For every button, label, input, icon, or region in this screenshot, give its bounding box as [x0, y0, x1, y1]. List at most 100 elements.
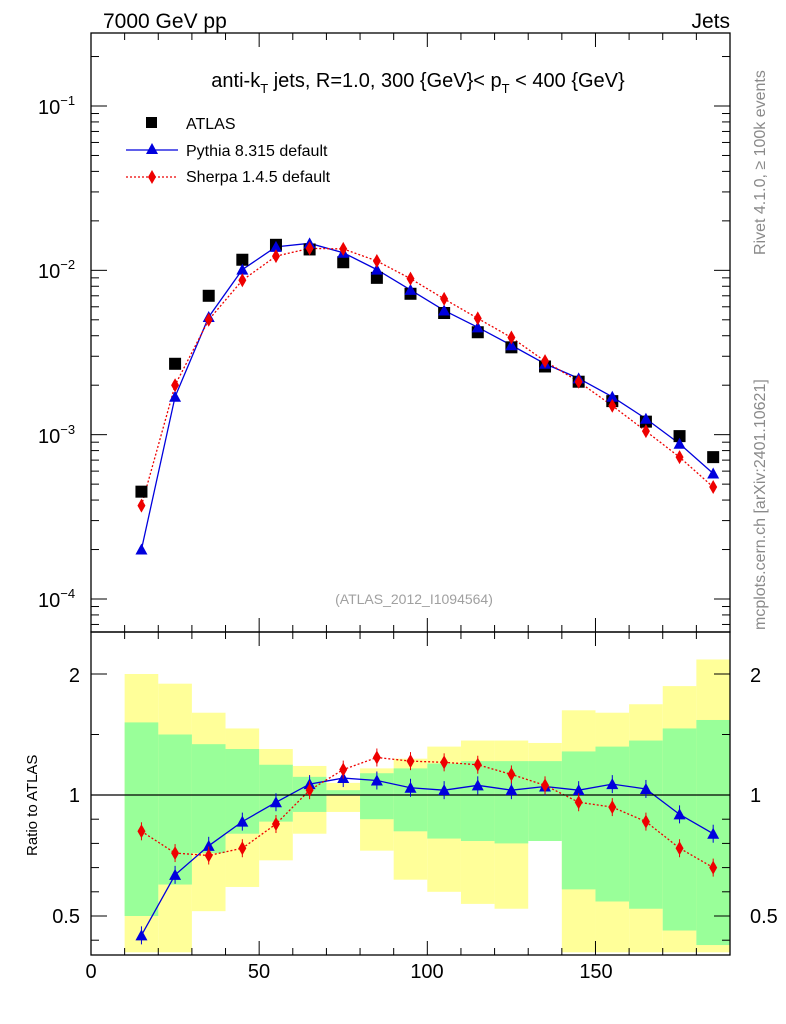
mcplots-label: mcplots.cern.ch [arXiv:2401.10621] — [752, 379, 769, 630]
band-green-bin — [561, 751, 596, 890]
ratio-point-diamond — [305, 783, 314, 798]
ratio-point-diamond — [541, 778, 550, 793]
main-y-tick-labels: 10−1 10−2 10−3 10−4 — [38, 93, 75, 612]
main-point-diamond — [541, 354, 550, 369]
ytick-label-1e-2-base: 10 — [38, 261, 60, 283]
main-point-triangle — [471, 321, 484, 333]
main-point-diamond — [440, 291, 449, 306]
main-point-triangle — [673, 437, 686, 449]
main-point-triangle — [404, 283, 417, 295]
main-point-diamond — [339, 241, 348, 256]
main-point-diamond — [574, 374, 583, 389]
legend: ATLAS Pythia 8.315 default Sherpa 1.4.5 … — [126, 116, 331, 186]
plot-title-post: < 400 {GeV} — [510, 70, 625, 92]
ratio-point-diamond — [372, 750, 381, 765]
main-point-triangle — [707, 467, 720, 479]
legend-atlas-label: ATLAS — [186, 116, 236, 133]
ratio-y-axis-label: Ratio to ATLAS — [24, 755, 41, 856]
main-point-diamond — [641, 424, 650, 439]
ratio-ytick-label-2: 2 — [69, 665, 80, 687]
main-point-triangle — [438, 304, 451, 316]
ytick-label-1e-2-exp: −2 — [60, 257, 75, 272]
ratio-point-triangle — [606, 778, 619, 790]
main-point-triangle — [169, 390, 182, 402]
ratio-ytick-label-0.5: 0.5 — [52, 906, 80, 928]
ratio-ytick-label-right-2: 2 — [750, 665, 761, 687]
ratio-point-diamond — [406, 754, 415, 769]
main-line-diamond — [140, 247, 714, 506]
main-point-square — [236, 253, 249, 266]
ratio-point-diamond — [440, 755, 449, 770]
main-point-diamond — [675, 450, 684, 465]
ratio-point-diamond — [641, 814, 650, 829]
band-green-bin — [326, 790, 361, 795]
band-yellow-bin — [326, 782, 361, 812]
ratio-point-triangle — [438, 784, 451, 796]
ratio-point-diamond — [171, 846, 180, 861]
xtick-label-0: 0 — [85, 961, 96, 983]
ytick-label-1e-1-base: 10 — [38, 97, 60, 119]
xtick-label-50: 50 — [248, 961, 270, 983]
ratio-point-triangle — [707, 827, 720, 839]
plot-title-pre: anti-k — [211, 70, 261, 92]
main-point-diamond — [372, 253, 381, 268]
band-green-bin — [528, 761, 562, 841]
ratio-point-triangle — [639, 782, 652, 794]
xtick-label-150: 150 — [579, 961, 612, 983]
ratio-uncertainty-bands — [124, 659, 730, 953]
main-point-triangle — [236, 263, 249, 275]
plot-title: anti-kT jets, R=1.0, 300 {GeV}< pT < 400… — [211, 70, 625, 96]
ratio-line-diamond — [141, 756, 714, 869]
main-point-diamond — [238, 273, 247, 288]
plot-title-sub1: T — [260, 81, 268, 96]
xtick-label-100: 100 — [410, 961, 443, 983]
ratio-point-diamond — [574, 795, 583, 810]
ratio-point-triangle — [404, 781, 417, 793]
ratio-point-triangle — [572, 784, 585, 796]
main-point-triangle — [505, 339, 518, 351]
main-series-lines — [140, 242, 714, 550]
main-point-diamond — [507, 330, 516, 345]
ratio-point-triangle — [202, 839, 215, 851]
ratio-point-triangle — [135, 929, 148, 941]
ytick-label-1e-4-base: 10 — [38, 590, 60, 612]
ratio-point-triangle — [471, 779, 484, 791]
ratio-series-lines — [140, 756, 714, 936]
ytick-label-1e-4-exp: −4 — [60, 586, 75, 601]
main-point-square — [673, 430, 686, 443]
main-point-diamond — [305, 241, 314, 256]
legend-pythia-marker — [146, 143, 158, 154]
ratio-point-diamond — [608, 800, 617, 815]
main-point-square — [707, 451, 720, 464]
ratio-point-triangle — [236, 815, 249, 827]
ratio-ytick-label-1: 1 — [69, 785, 80, 807]
main-point-diamond — [204, 312, 213, 327]
ratio-point-diamond — [204, 848, 213, 863]
main-point-square — [370, 271, 383, 284]
legend-sherpa-marker — [148, 170, 156, 184]
analysis-watermark: (ATLAS_2012_I1094564) — [335, 591, 493, 607]
ytick-label-1e-1: 10−1 — [38, 93, 75, 119]
main-point-diamond — [473, 311, 482, 326]
data-markers — [135, 237, 720, 945]
ratio-point-diamond — [473, 757, 482, 772]
band-green-bin — [460, 761, 495, 841]
ratio-point-triangle — [269, 796, 282, 808]
band-green-bin — [662, 728, 697, 931]
ratio-point-triangle — [370, 774, 383, 786]
ratio-point-triangle — [169, 868, 182, 880]
legend-atlas-marker — [146, 117, 157, 128]
ratio-plot-frame — [90, 631, 731, 956]
ytick-label-1e-1-exp: −1 — [60, 93, 75, 108]
band-green-bin — [595, 746, 630, 902]
ratio-point-diamond — [271, 817, 280, 832]
main-point-diamond — [709, 480, 718, 495]
main-point-diamond — [271, 249, 280, 264]
ratio-point-diamond — [339, 762, 348, 777]
main-point-diamond — [137, 498, 146, 513]
main-point-triangle — [135, 543, 148, 555]
plot-title-mid: jets, R=1.0, 300 {GeV}< p — [268, 70, 502, 92]
ytick-label-1e-3: 10−3 — [38, 422, 75, 448]
plot-title-sub2: T — [502, 81, 510, 96]
